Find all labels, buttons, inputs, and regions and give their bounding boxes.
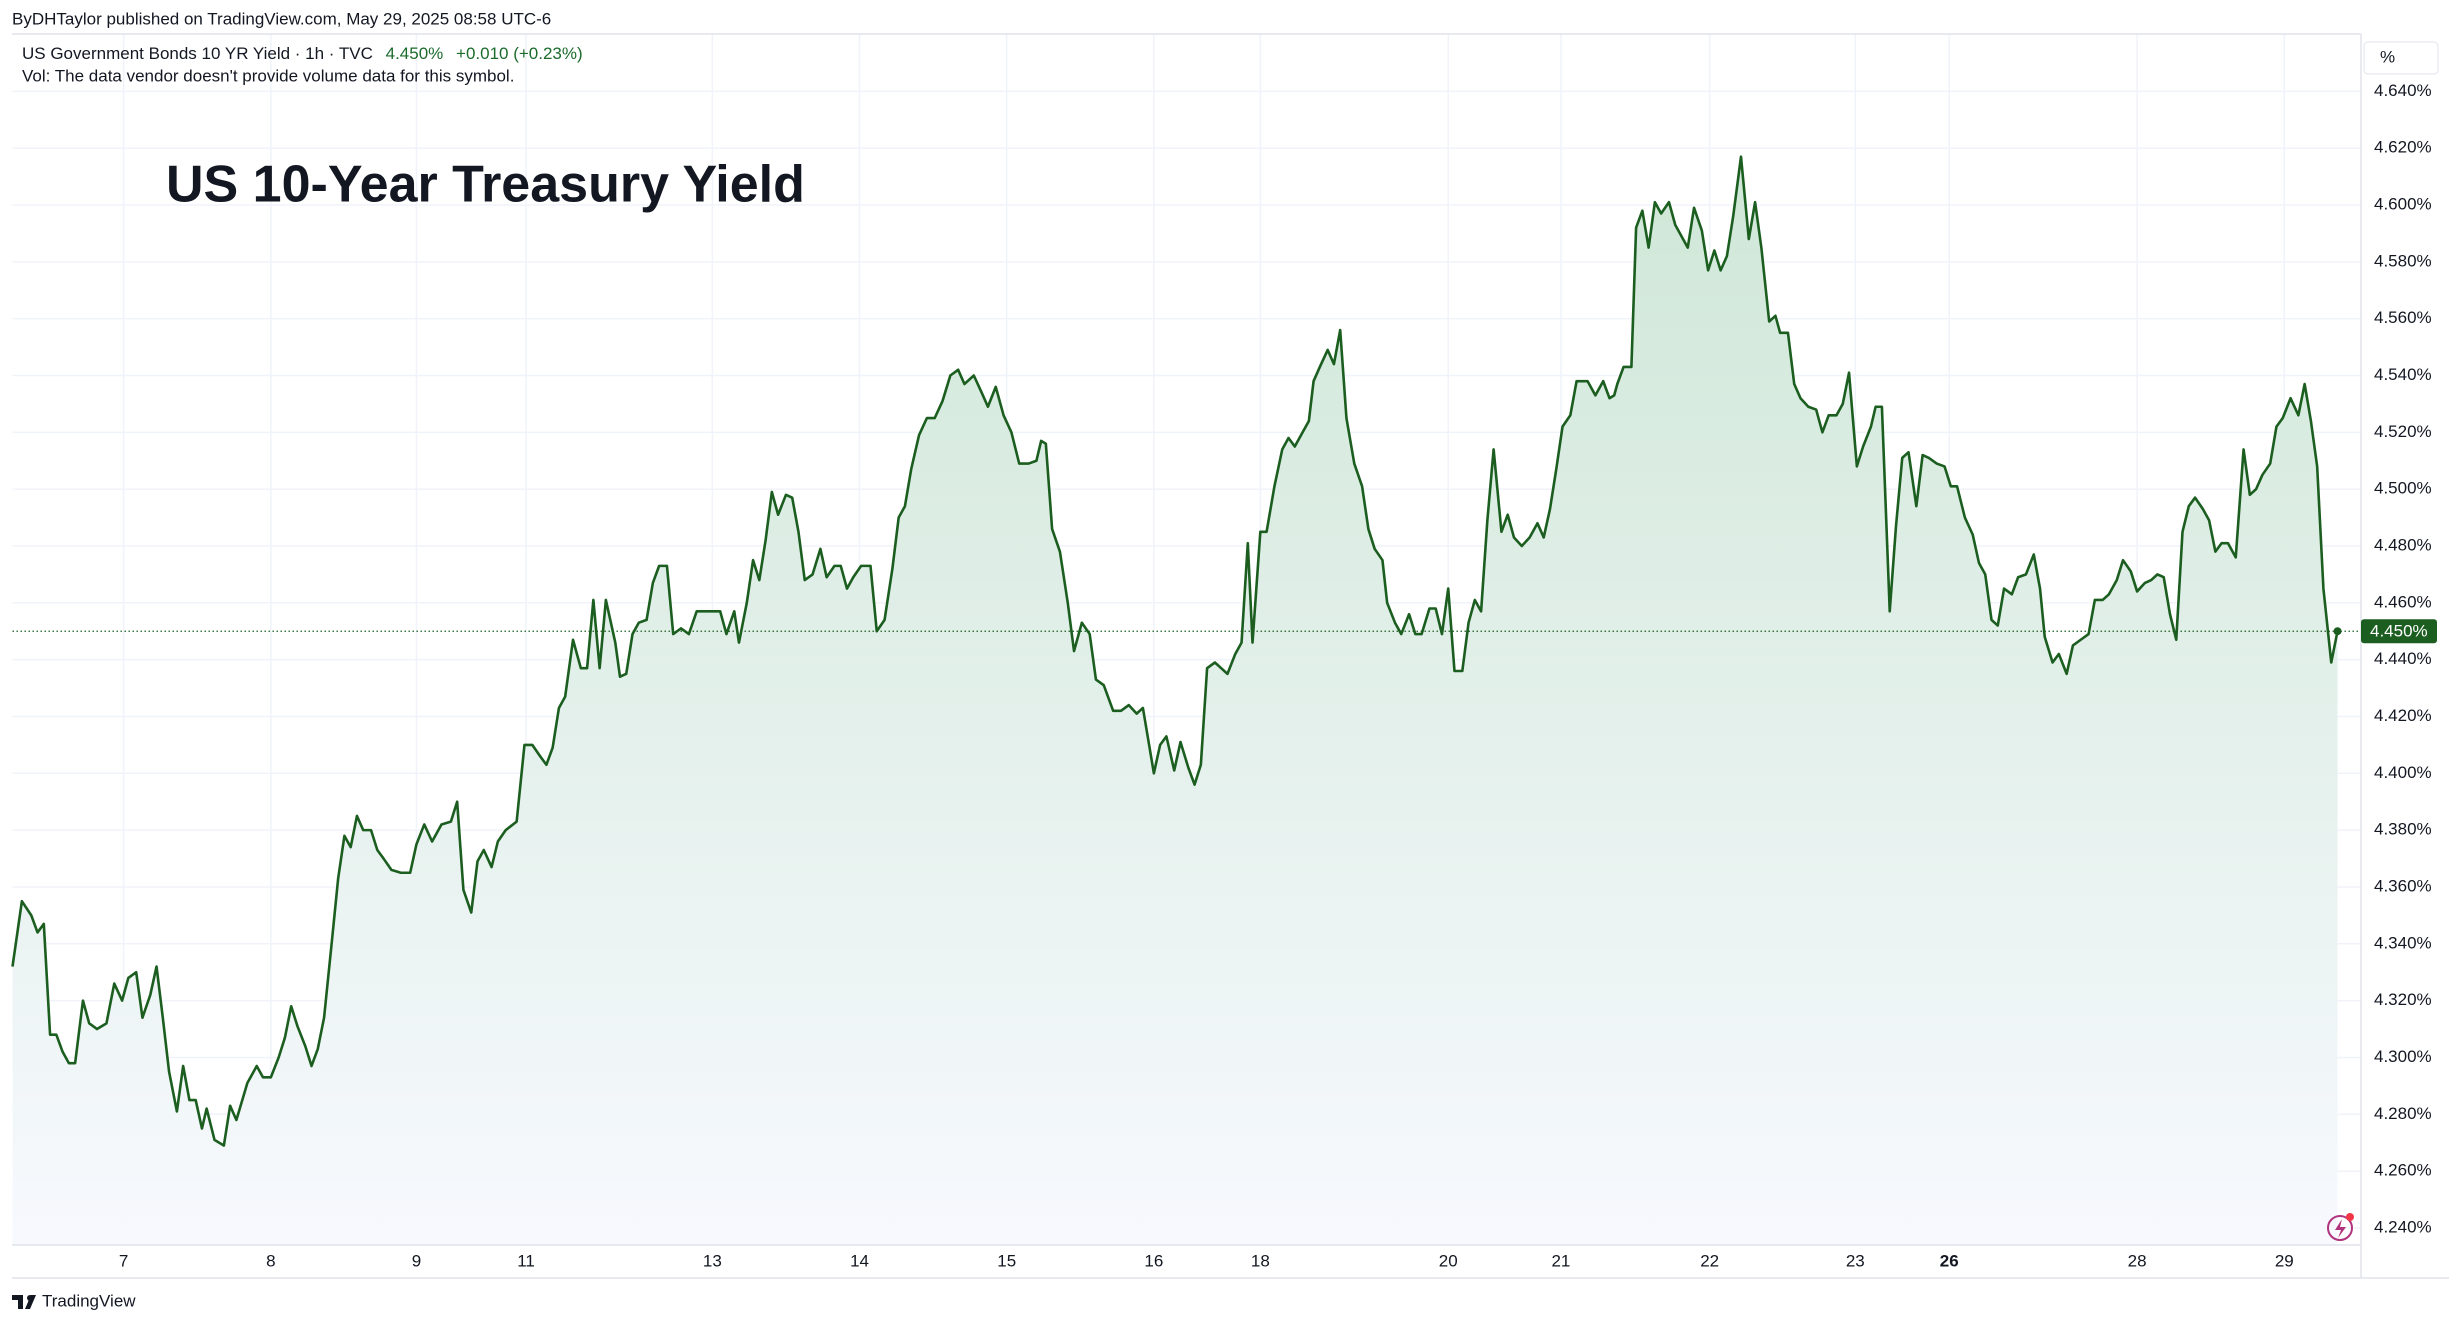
- plot: [11, 155, 2361, 1246]
- x-tick-label: 20: [1439, 1251, 1458, 1270]
- x-tick-label: 9: [412, 1251, 421, 1270]
- x-tick-label: 14: [850, 1251, 869, 1270]
- y-tick-label: 4.320%: [2374, 990, 2432, 1009]
- volume-note: Vol: The data vendor doesn't provide vol…: [22, 66, 514, 85]
- y-tick-label: 4.560%: [2374, 308, 2432, 327]
- unit-button[interactable]: [2363, 41, 2439, 75]
- last-price-box: [2361, 619, 2437, 644]
- brand-name: TradingView: [42, 1291, 136, 1310]
- brand-dot: [27, 1295, 33, 1301]
- y-tick-label: 4.480%: [2374, 535, 2432, 554]
- y-tick-label: 4.540%: [2374, 365, 2432, 384]
- brand-logo: [12, 1295, 36, 1309]
- x-tick-label: 29: [2275, 1251, 2294, 1270]
- y-tick-label: 4.520%: [2374, 422, 2432, 441]
- last-point: [2333, 627, 2342, 636]
- y-tick-label: 4.380%: [2374, 820, 2432, 839]
- last-price-label: 4.450%: [2370, 622, 2428, 641]
- x-tick-label: 28: [2128, 1251, 2147, 1270]
- area: [12, 156, 2338, 1246]
- x-tick-label: 11: [517, 1251, 535, 1270]
- y-tick-label: 4.240%: [2374, 1217, 2432, 1236]
- y-tick-label: 4.420%: [2374, 706, 2432, 725]
- y-tick-label: 4.500%: [2374, 479, 2432, 498]
- x-tick-label: 16: [1144, 1251, 1163, 1270]
- x-tick-label: 26: [1940, 1251, 1959, 1270]
- symbol-header: US Government Bonds 10 YR Yield · 1h · T…: [22, 44, 583, 63]
- x-tick-label: 22: [1700, 1251, 1719, 1270]
- y-tick-label: 4.640%: [2374, 81, 2432, 100]
- y-tick-label: 4.600%: [2374, 194, 2432, 213]
- x-tick-label: 15: [997, 1251, 1016, 1270]
- y-tick-label: 4.300%: [2374, 1047, 2432, 1066]
- unit-label: %: [2380, 47, 2395, 66]
- y-tick-label: 4.280%: [2374, 1104, 2432, 1123]
- y-tick-label: 4.460%: [2374, 592, 2432, 611]
- y-tick-label: 4.580%: [2374, 251, 2432, 270]
- y-tick-label: 4.440%: [2374, 649, 2432, 668]
- y-tick-label: 4.620%: [2374, 138, 2432, 157]
- axes: 4.240% 4.260% 4.280% 4.300% 4.320% 4.340% 4.36…: [119, 81, 2437, 1270]
- y-tick-label: 4.360%: [2374, 876, 2432, 895]
- x-tick-label: 13: [703, 1251, 722, 1270]
- alert-dot: [2346, 1213, 2354, 1221]
- alert-icon[interactable]: [2327, 1213, 2354, 1241]
- x-tick-label: 21: [1551, 1251, 1570, 1270]
- x-tick-label: 23: [1846, 1251, 1865, 1270]
- symbol-line: US Government Bonds 10 YR Yield · 1h · T…: [22, 44, 373, 63]
- chart-title: US 10-Year Treasury Yield: [166, 156, 805, 214]
- y-tick-label: 4.260%: [2374, 1161, 2432, 1180]
- symbol-price: 4.450%: [386, 44, 444, 63]
- line: [11, 155, 2339, 1147]
- y-tick-label: 4.340%: [2374, 933, 2432, 952]
- y-tick-label: 4.400%: [2374, 763, 2432, 782]
- symbol-change: +0.010 (+0.23%): [456, 44, 583, 63]
- alert-bolt: [2335, 1219, 2346, 1238]
- publisher-line: ByDHTaylor published on TradingView.com,…: [12, 9, 551, 28]
- alert-ring: [2327, 1215, 2353, 1241]
- x-tick-label: 8: [266, 1251, 275, 1270]
- x-tick-label: 7: [119, 1251, 128, 1270]
- x-tick-label: 18: [1251, 1251, 1270, 1270]
